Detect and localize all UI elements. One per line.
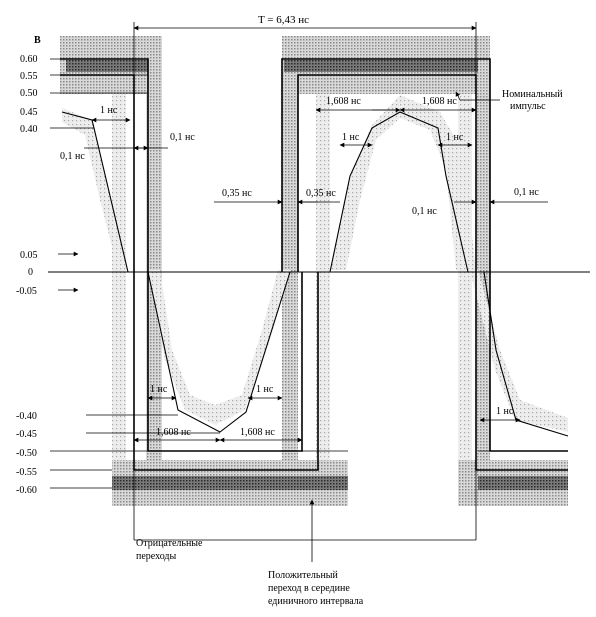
y-axis: В 0.60 0.55 0.50 0.45 0.40 0.05 0 -0.05 …: [16, 35, 41, 496]
dim-1ns-right: 1 нс: [496, 406, 514, 417]
left-dimensions: 1 нс 0,1 нс 0,1 нс: [60, 105, 195, 162]
dim-1ns-bottom-b: 1 нс: [256, 384, 274, 395]
y-tick: 0.45: [20, 107, 38, 118]
top-pulse-dimensions: 1,608 нс 1,608 нс 1 нс 1 нс: [315, 96, 477, 148]
negative-transitions-label-1: Отрицательные: [136, 538, 203, 549]
y-tick: -0.50: [16, 448, 37, 459]
dim-01ns-right-a: 0,1 нс: [412, 206, 437, 217]
positive-pulse-shading: [330, 95, 476, 270]
period-dimension: T = 6,43 нс: [133, 12, 477, 31]
period-label: T = 6,43 нс: [258, 14, 309, 26]
dim-01ns-right-b: 0,1 нс: [514, 187, 539, 198]
right-tail-shading: [470, 270, 568, 432]
y-tick: 0.55: [20, 71, 38, 82]
positive-transition-label-3: единичного интервала: [268, 596, 364, 607]
nominal-pulse-label-1: Номинальный: [502, 89, 563, 100]
dim-1ns-top-a: 1 нс: [342, 132, 360, 143]
y-tick: 0.60: [20, 54, 38, 65]
nominal-pulse-label-2: импульс: [510, 101, 546, 112]
dim-1608ns-bottom-a: 1,608 нс: [156, 427, 191, 438]
right-dimensions: 0,1 нс 0,1 нс 1 нс: [412, 187, 548, 423]
y-axis-unit: В: [34, 35, 41, 46]
y-tick: 0: [28, 267, 33, 278]
positive-transition-label-2: переход в середине: [268, 583, 350, 594]
y-tick: 0.40: [20, 124, 38, 135]
y-tick: -0.55: [16, 467, 37, 478]
mask-limit-bars: [66, 60, 568, 490]
negative-transitions-annotation: Отрицательные переходы: [136, 538, 203, 562]
dim-1608ns-top-a: 1,608 нс: [326, 96, 361, 107]
nominal-waveform: [61, 111, 569, 437]
nominal-pulse-annotation: Номинальный импульс: [455, 89, 563, 112]
bottom-pulse-dimensions: 1 нс 1 нс 1,608 нс 1,608 нс: [133, 384, 303, 443]
dim-01ns-left-b: 0,1 нс: [170, 132, 195, 143]
dim-1608ns-top-b: 1,608 нс: [422, 96, 457, 107]
y-tick: -0.60: [16, 485, 37, 496]
middle-dimensions: 0,35 нс 0,35 нс: [214, 188, 340, 205]
y-tick: 0.05: [20, 250, 38, 261]
y-tick: -0.45: [16, 429, 37, 440]
negative-pulse-shading: [148, 270, 290, 425]
positive-transition-label-1: Положительный: [268, 570, 339, 581]
dim-1ns-left: 1 нс: [100, 105, 118, 116]
y-tick: -0.40: [16, 411, 37, 422]
left-tail-shading: [62, 108, 128, 270]
dim-1608ns-bottom-b: 1,608 нс: [240, 427, 275, 438]
negative-transitions-label-2: переходы: [136, 551, 177, 562]
dim-035ns-b: 0,35 нс: [306, 188, 336, 199]
positive-transition-annotation: Положительный переход в середине единичн…: [268, 499, 364, 607]
y-tick: -0.05: [16, 286, 37, 297]
dim-1ns-top-b: 1 нс: [446, 132, 464, 143]
dim-1ns-bottom-a: 1 нс: [150, 384, 168, 395]
dim-01ns-left-a: 0,1 нс: [60, 151, 85, 162]
dim-035ns-a: 0,35 нс: [222, 188, 252, 199]
y-tick: 0.50: [20, 88, 38, 99]
